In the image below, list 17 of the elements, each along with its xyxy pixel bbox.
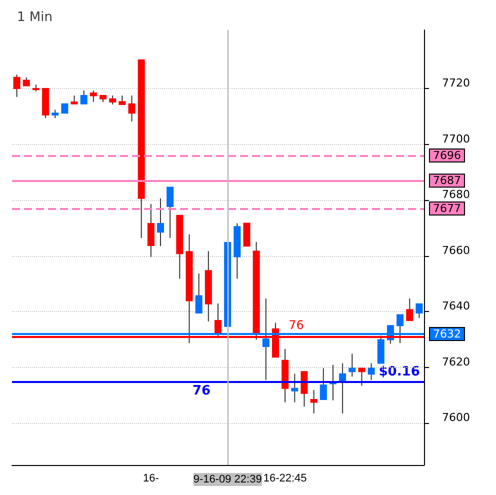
y-tick-label: 7640 (442, 300, 470, 313)
y-tick-label: 7720 (442, 76, 470, 90)
y-tick-label: 7680 (442, 188, 470, 202)
x-tick-label: 16-22:45 (263, 472, 307, 484)
ref-line-label: 7632 (433, 327, 461, 340)
x-tick-label: 16- (142, 472, 160, 484)
annotation: 76 (192, 383, 211, 398)
x-tick-label: 9-16-09 22:39 (193, 474, 262, 486)
y-tick-label: 7600 (442, 411, 470, 424)
annotation: 76 (288, 318, 304, 332)
ref-line-label: 7677 (433, 202, 461, 215)
ref-line-label: 7687 (433, 174, 461, 188)
chart-title: 1 Min (17, 10, 52, 25)
ref-line-label: 7696 (433, 148, 461, 162)
y-tick-label: 7660 (442, 244, 470, 257)
y-tick-label: 7620 (442, 355, 470, 368)
y-tick-label: 7700 (442, 132, 470, 146)
